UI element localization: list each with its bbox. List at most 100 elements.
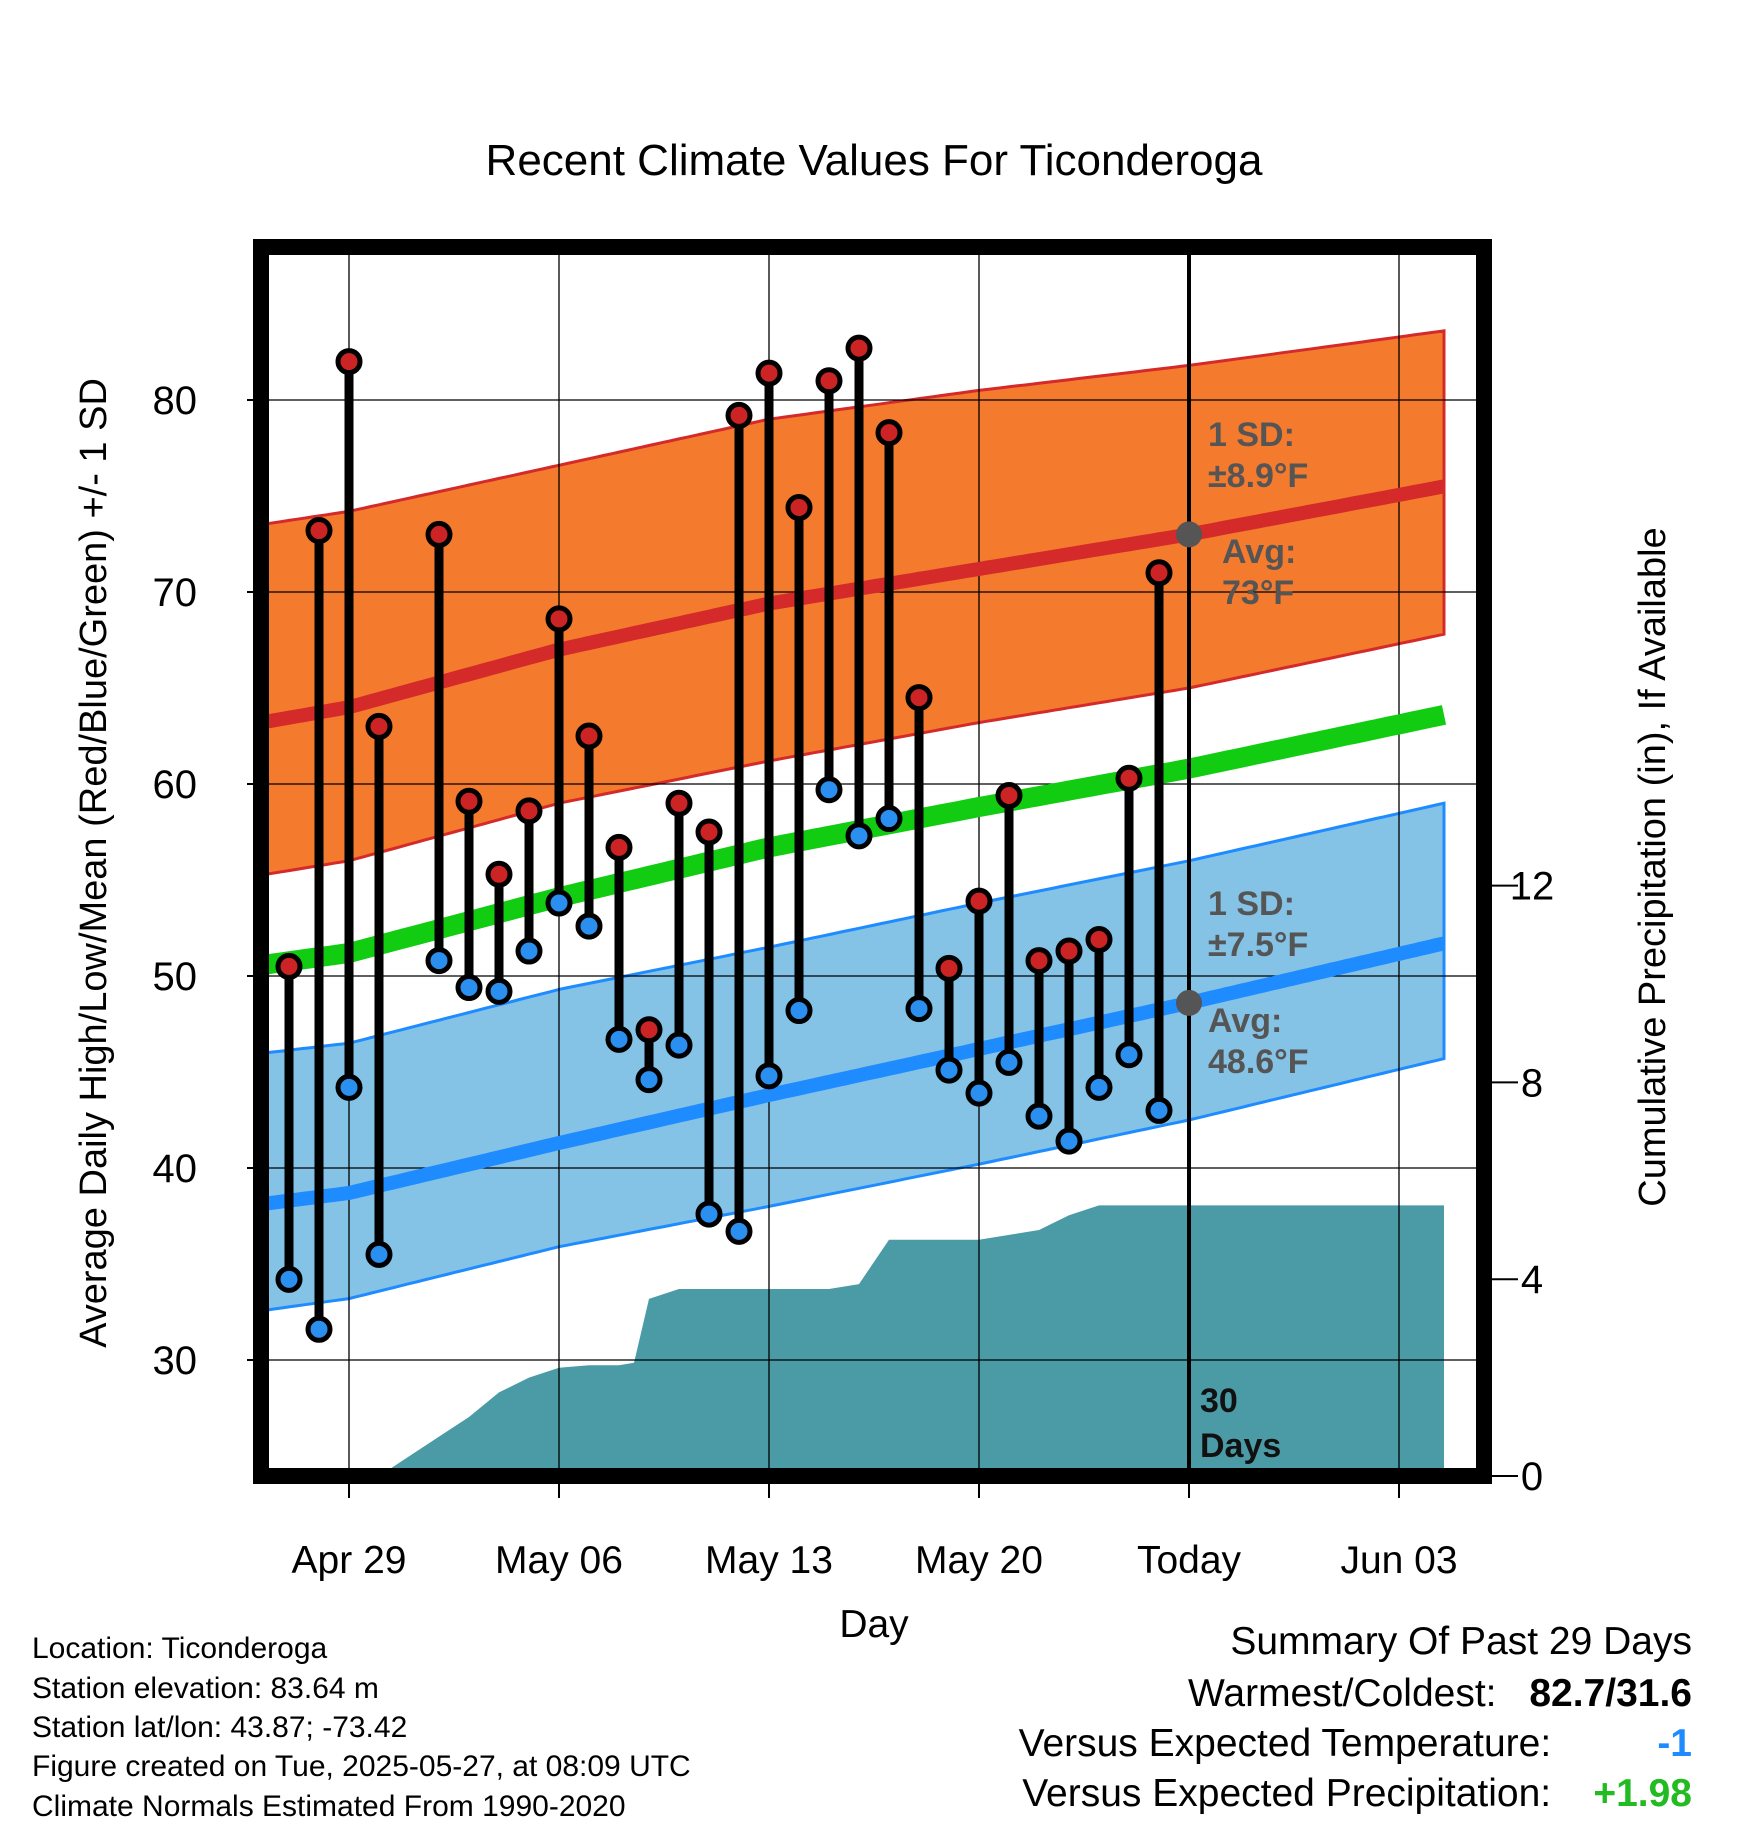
summary-heading: Summary Of Past 29 Days xyxy=(1230,1620,1692,1663)
low-point xyxy=(905,995,933,1023)
x-tick-label: Jun 03 xyxy=(1340,1539,1457,1582)
temp-value: -1 xyxy=(1657,1722,1692,1765)
low-avg-annotation: Avg: 48.6°F xyxy=(1208,1002,1309,1081)
y2-axis-label: Cumulative Precipitation (in), If Availa… xyxy=(1632,527,1674,1206)
y-tick-label: 30 xyxy=(153,1339,198,1383)
warm-cold-label: Warmest/Coldest: xyxy=(1188,1672,1497,1715)
high-point xyxy=(665,789,693,817)
location-text: Location: Ticonderoga xyxy=(32,1632,328,1665)
high-point xyxy=(845,334,873,362)
low-point xyxy=(845,822,873,850)
low-point xyxy=(1055,1127,1083,1155)
low-point xyxy=(875,805,903,833)
days-annotation: 30 Days xyxy=(1200,1382,1281,1465)
low-point xyxy=(995,1048,1023,1076)
low-sd-band xyxy=(261,801,1446,1313)
y-tick-label: 80 xyxy=(153,379,198,423)
summary-temp-row: Versus Expected Temperature: -1 xyxy=(1019,1722,1692,1766)
low-point xyxy=(725,1217,753,1245)
high-point xyxy=(755,359,783,387)
low-point xyxy=(575,912,603,940)
high-point xyxy=(875,419,903,447)
low-point xyxy=(965,1079,993,1107)
low-point xyxy=(455,974,483,1002)
precip-value: +1.98 xyxy=(1593,1772,1692,1815)
high-point xyxy=(545,605,573,633)
low-point xyxy=(1025,1102,1053,1130)
high-point xyxy=(785,494,813,522)
created-text: Figure created on Tue, 2025-05-27, at 08… xyxy=(32,1750,691,1783)
x-tick-label: May 06 xyxy=(495,1539,623,1582)
high-point xyxy=(1115,764,1143,792)
high-point xyxy=(725,401,753,429)
low-point xyxy=(935,1056,963,1084)
high-point xyxy=(1055,937,1083,965)
low-point xyxy=(785,997,813,1025)
high-point xyxy=(455,787,483,815)
high-point xyxy=(425,520,453,548)
high-point xyxy=(485,860,513,888)
low-point xyxy=(755,1062,783,1090)
high-point xyxy=(275,952,303,980)
x-tick-label: May 13 xyxy=(705,1539,833,1582)
high-point xyxy=(965,887,993,915)
x-axis-label: Day xyxy=(839,1603,909,1646)
y-tick-label: 50 xyxy=(153,955,198,999)
high-avg-annotation: Avg: 73°F xyxy=(1222,533,1296,612)
y2-tick-label: 12 xyxy=(1510,865,1555,909)
low-point xyxy=(1145,1096,1173,1124)
y-axis-label: Average Daily High/Low/Mean (Red/Blue/Gr… xyxy=(73,378,115,1348)
high-avg-line xyxy=(261,479,1446,730)
y2-tick-label: 4 xyxy=(1521,1258,1543,1302)
y-tick-label: 40 xyxy=(153,1147,198,1191)
summary-warm-cold-row: Warmest/Coldest: 82.7/31.6 xyxy=(1188,1672,1692,1716)
x-tick-label: Apr 29 xyxy=(292,1539,407,1582)
y-tick-label: 70 xyxy=(153,571,198,615)
warm-cold-value: 82.7/31.6 xyxy=(1529,1672,1692,1715)
high-sd-annotation: 1 SD: ±8.9°F xyxy=(1208,416,1308,495)
y2-tick-label: 8 xyxy=(1521,1061,1543,1105)
low-sd-annotation: 1 SD: ±7.5°F xyxy=(1208,885,1308,964)
low-point xyxy=(275,1265,303,1293)
high-point xyxy=(515,797,543,825)
low-point xyxy=(335,1073,363,1101)
low-point xyxy=(635,1066,663,1094)
high-point xyxy=(1085,926,1113,954)
high-point xyxy=(1025,947,1053,975)
precip-label: Versus Expected Precipitation: xyxy=(1022,1772,1552,1815)
latlon-text: Station lat/lon: 43.87; -73.42 xyxy=(32,1711,408,1744)
y2-tick-label: 0 xyxy=(1521,1455,1543,1499)
summary-precip-row: Versus Expected Precipitation: +1.98 xyxy=(1022,1772,1692,1816)
high-point xyxy=(335,348,363,376)
today-high-avg-marker xyxy=(1176,521,1202,548)
high-point xyxy=(305,517,333,545)
high-point xyxy=(815,367,843,395)
x-tick-label: May 20 xyxy=(915,1539,1043,1582)
normals-text: Climate Normals Estimated From 1990-2020 xyxy=(32,1790,626,1823)
high-point xyxy=(635,1016,663,1044)
elevation-text: Station elevation: 83.64 m xyxy=(32,1672,379,1705)
high-point xyxy=(695,818,723,846)
high-point xyxy=(995,782,1023,810)
mean-line xyxy=(261,705,1447,976)
x-tick-label: Today xyxy=(1137,1539,1242,1582)
low-avg-line xyxy=(261,936,1446,1212)
high-point xyxy=(935,954,963,982)
high-point xyxy=(905,684,933,712)
high-point xyxy=(605,833,633,861)
plot-area: 1 SD: ±8.9°F Avg: 73°F 1 SD: ±7.5°F Avg: 48.6°F… xyxy=(261,247,1484,1476)
low-point xyxy=(1115,1041,1143,1069)
precip-area xyxy=(261,1205,1444,1476)
today-low-avg-marker xyxy=(1176,989,1202,1016)
low-point xyxy=(485,977,513,1005)
low-point xyxy=(515,937,543,965)
y-tick-label: 60 xyxy=(153,763,198,807)
low-point xyxy=(545,889,573,917)
low-point xyxy=(425,947,453,975)
low-point xyxy=(1085,1073,1113,1101)
low-point xyxy=(305,1315,333,1343)
high-point xyxy=(1145,559,1173,587)
low-point xyxy=(815,776,843,804)
low-point xyxy=(695,1200,723,1228)
